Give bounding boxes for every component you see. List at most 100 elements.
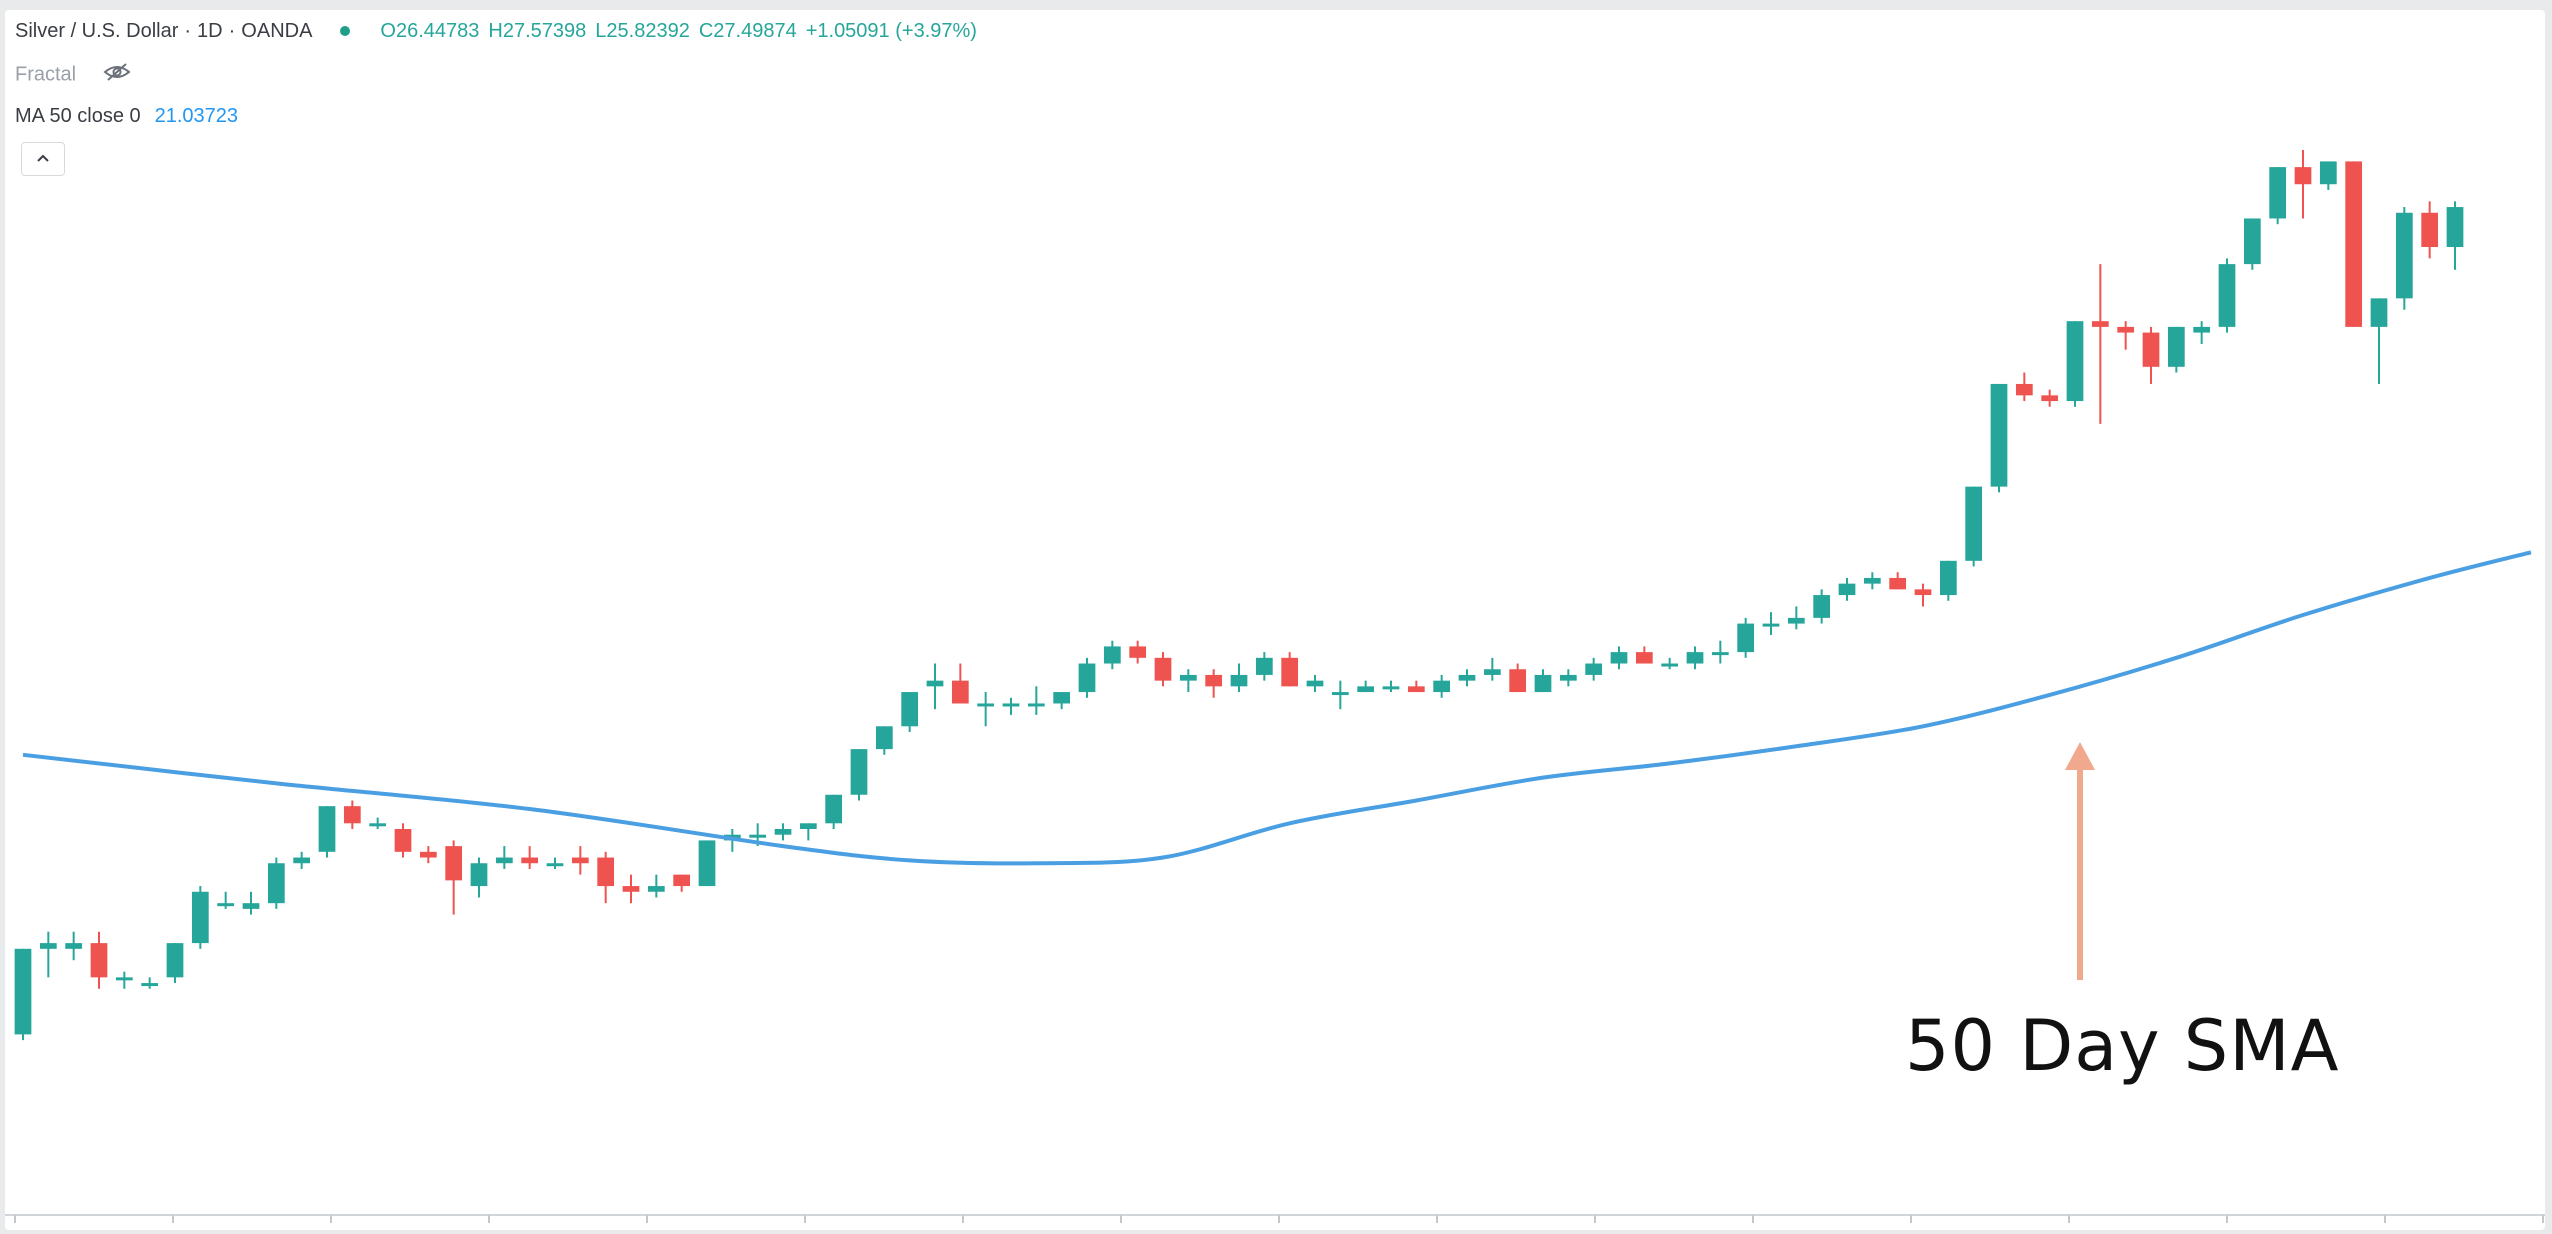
change-value: +1.05091 (+3.97%): [805, 20, 977, 42]
candle-body: [1255, 657, 1273, 675]
candle-body: [495, 857, 513, 864]
candle-body: [977, 703, 995, 707]
candle-body: [1103, 646, 1121, 664]
candle-body: [1306, 680, 1324, 687]
candle: [1534, 669, 1552, 693]
candle: [445, 840, 463, 915]
candle-body: [1027, 703, 1045, 707]
candle: [799, 823, 817, 841]
candle-body: [622, 886, 640, 892]
candle: [1863, 572, 1881, 590]
candle: [1078, 657, 1096, 698]
candle-body: [597, 857, 615, 887]
candle-body: [901, 692, 919, 727]
candle-body: [2066, 321, 2084, 402]
candle: [14, 948, 32, 1041]
candle: [521, 846, 539, 869]
ma-indicator-label: MA 50 close 0: [15, 105, 141, 127]
candle-body: [2269, 167, 2287, 219]
candle-body: [1889, 577, 1907, 590]
candle: [1306, 674, 1324, 693]
candle-body: [1762, 623, 1780, 627]
candle-body: [1230, 674, 1248, 687]
candle: [1205, 669, 1223, 698]
candle-body: [369, 823, 387, 827]
candles-group: [14, 150, 2464, 1041]
candle-body: [2395, 212, 2413, 299]
candle: [1990, 383, 2008, 493]
candle-body: [2193, 326, 2211, 333]
candle-body: [1559, 674, 1577, 681]
candle: [343, 800, 361, 829]
candle-body: [1863, 577, 1881, 584]
candle-body: [546, 863, 564, 867]
legend-fractal-row[interactable]: Fractal: [15, 62, 132, 88]
candle: [1509, 663, 1527, 693]
candle-body: [343, 806, 361, 824]
candle-body: [90, 943, 108, 978]
candle: [1838, 577, 1856, 601]
candle-body: [571, 857, 589, 864]
candle-body: [1002, 703, 1020, 707]
candle: [1661, 657, 1679, 670]
candle: [597, 851, 615, 904]
candle-body: [774, 829, 792, 835]
collapse-legend-button[interactable]: [21, 142, 65, 176]
candle: [1154, 652, 1172, 687]
candle-body: [65, 943, 83, 949]
candle: [318, 806, 336, 858]
candle-body: [1382, 686, 1400, 690]
candle: [419, 846, 437, 864]
close-value: C27.49874: [698, 20, 797, 42]
candle: [2167, 326, 2185, 373]
candle-body: [926, 680, 944, 687]
eye-crossed-icon[interactable]: [102, 62, 132, 88]
candle-body: [1129, 646, 1147, 658]
candle-body: [1205, 674, 1223, 687]
candle: [267, 857, 285, 909]
low-value: L25.82392: [595, 20, 690, 42]
legend-symbol-row[interactable]: Silver / U.S. Dollar · 1D · OANDA O26.44783 H2…: [15, 20, 986, 43]
candle: [825, 794, 843, 829]
candle: [698, 840, 716, 887]
candle-body: [14, 948, 32, 1035]
candle-body: [1813, 595, 1831, 618]
candle: [2193, 321, 2211, 344]
interval-label: 1D: [197, 20, 223, 42]
candle: [1179, 669, 1197, 693]
candle-body: [217, 903, 235, 907]
candle-body: [2319, 161, 2337, 185]
exchange-label: OANDA: [241, 20, 313, 42]
candle-body: [1661, 663, 1679, 667]
chevron-up-icon: [36, 150, 50, 168]
annotation-arrow: [2065, 742, 2095, 980]
candle: [1433, 674, 1451, 698]
candle-body: [1838, 583, 1856, 596]
legend-separator: ·: [228, 20, 236, 42]
candle: [2218, 258, 2236, 333]
candle-body: [2345, 161, 2363, 327]
candle-body: [1635, 652, 1653, 664]
candle: [65, 931, 83, 961]
candle-body: [1914, 589, 1932, 596]
candle-body: [39, 943, 57, 949]
chart-plot[interactable]: [5, 10, 2545, 1230]
legend-separator: ·: [184, 20, 192, 42]
candle: [850, 749, 868, 801]
candle: [1281, 652, 1299, 687]
candle-body: [2218, 264, 2236, 327]
candle: [1737, 617, 1755, 658]
candle-body: [1711, 652, 1729, 656]
candle: [2066, 321, 2084, 407]
candle: [1002, 697, 1020, 715]
candle: [495, 846, 513, 869]
candle-body: [1686, 652, 1704, 664]
candle-body: [166, 943, 184, 978]
candle: [1559, 669, 1577, 687]
candle-body: [1078, 663, 1096, 693]
candle-body: [825, 794, 843, 824]
legend-ma-row[interactable]: MA 50 close 0 21.03723: [15, 105, 238, 128]
candle: [1965, 486, 1983, 567]
candle: [2421, 201, 2439, 259]
candle: [977, 692, 995, 727]
